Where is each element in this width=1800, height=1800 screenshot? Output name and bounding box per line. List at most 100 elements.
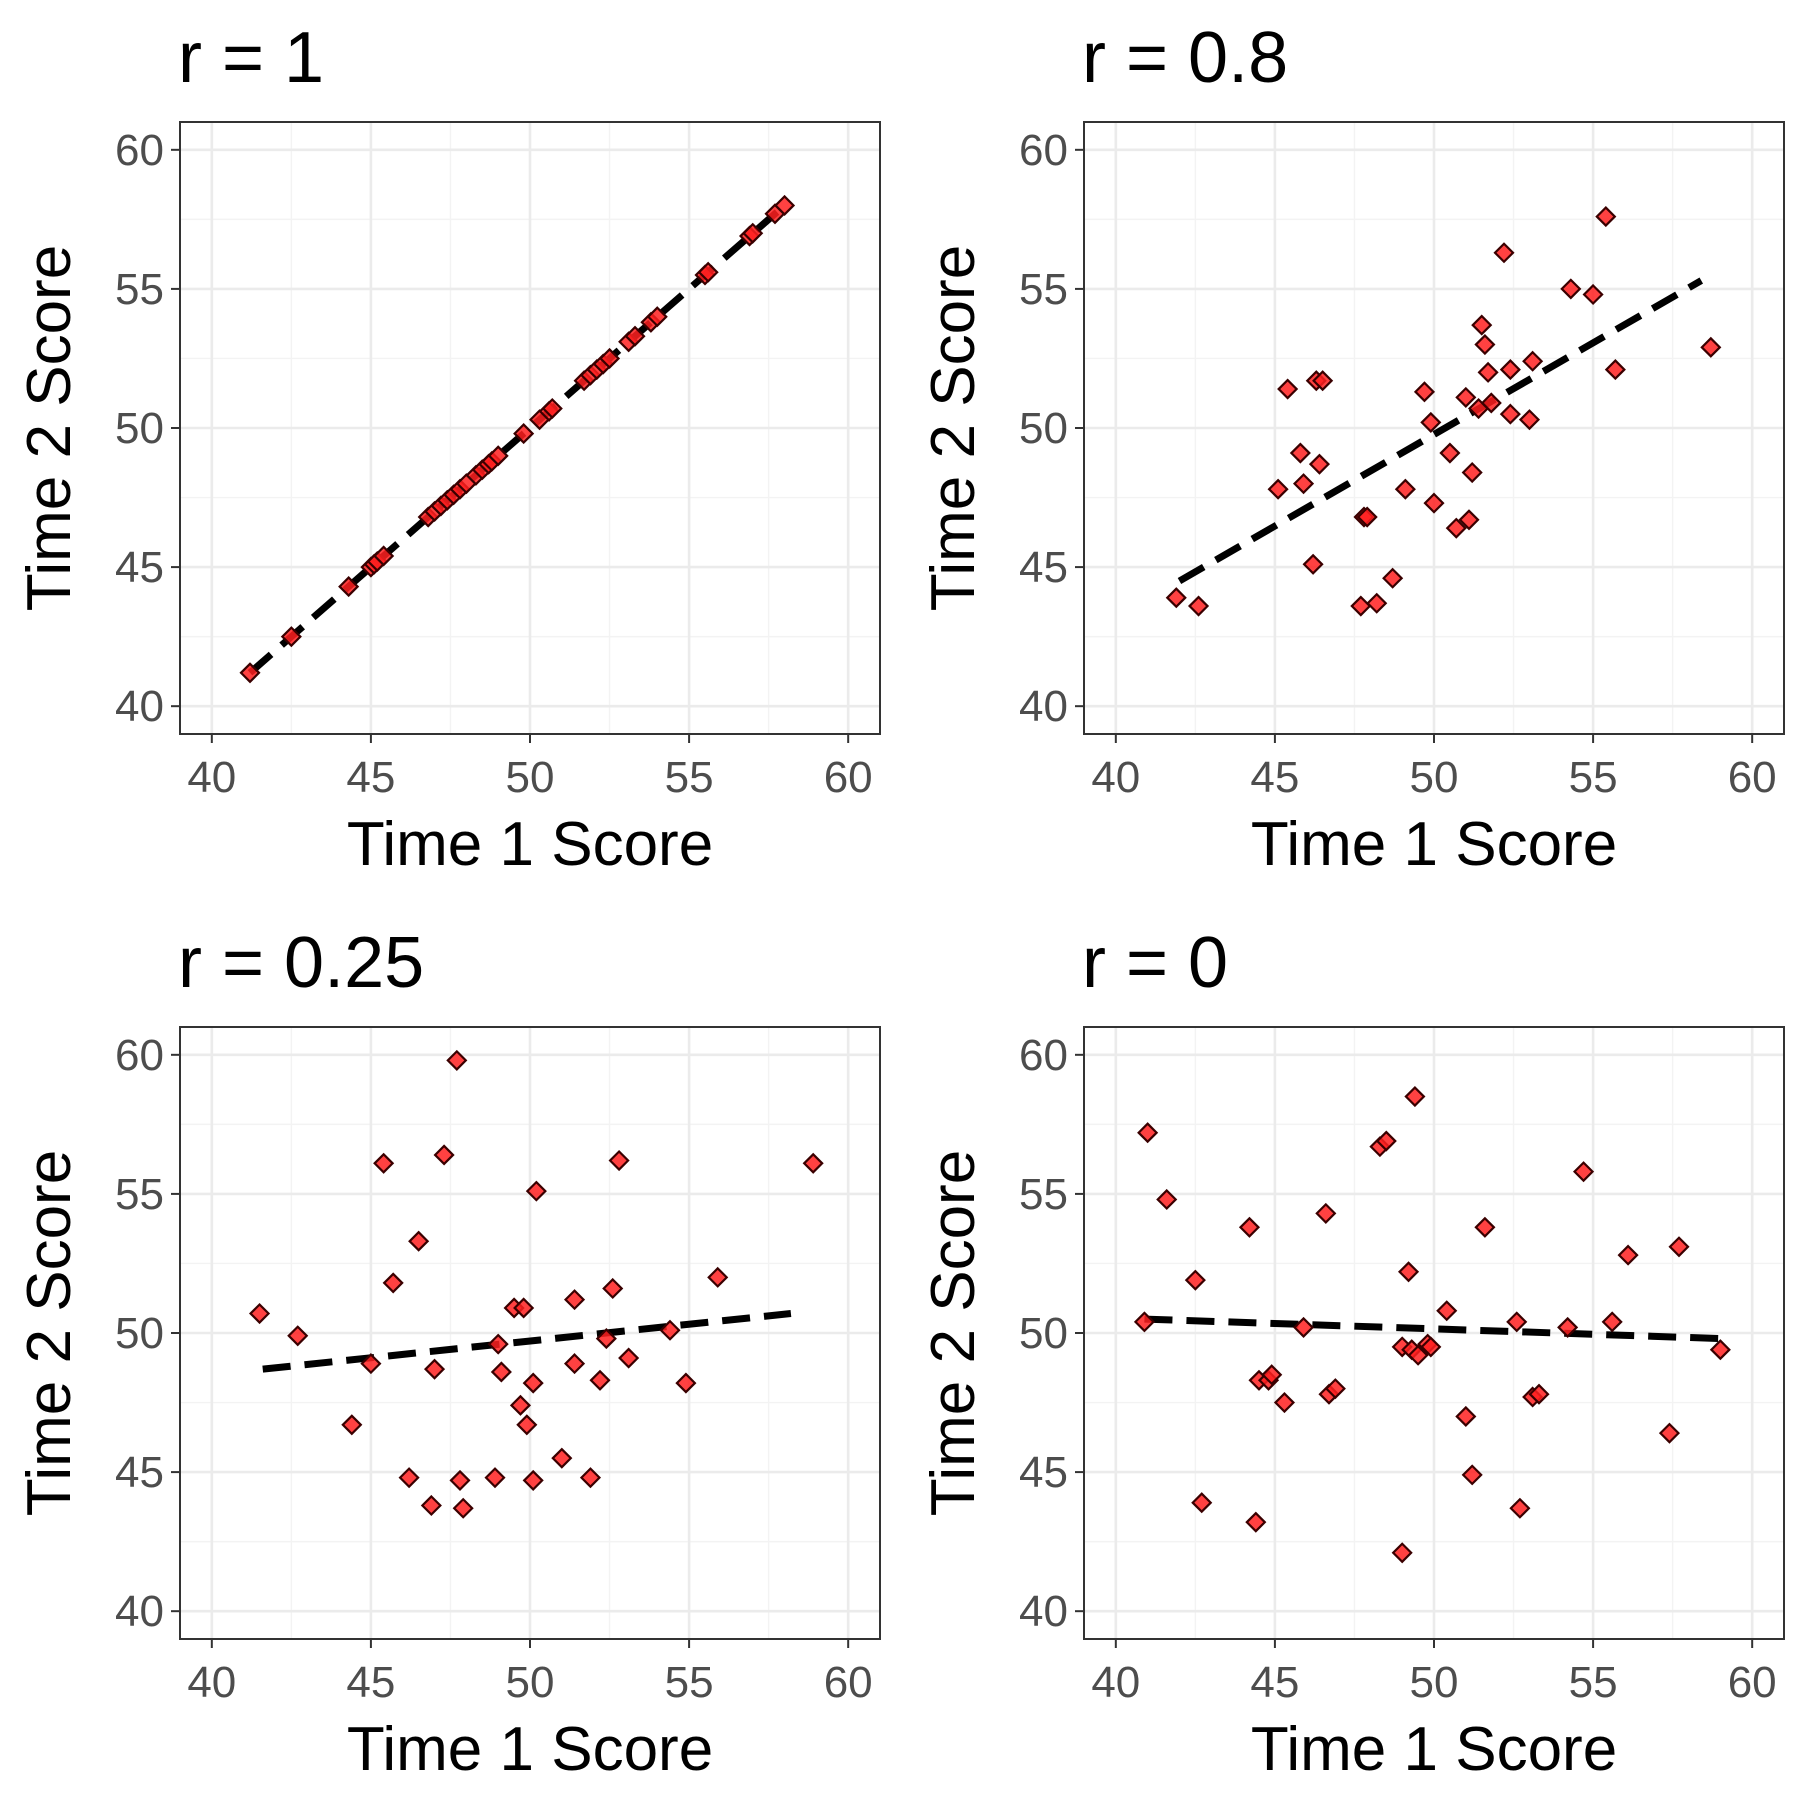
y-axis-title: Time 2 Score xyxy=(919,1150,988,1516)
data-point xyxy=(1184,1269,1206,1291)
data-point xyxy=(1302,553,1324,575)
data-point xyxy=(697,261,719,283)
data-point xyxy=(382,1272,404,1294)
data-point xyxy=(1455,1405,1477,1428)
data-point xyxy=(248,1302,271,1325)
data-point xyxy=(287,1325,309,1347)
x-tick-label: 60 xyxy=(1728,753,1777,802)
data-point xyxy=(373,1152,395,1174)
data-point xyxy=(1582,283,1604,306)
scatter-panel-r-1: 40 45 50 55 60 40 45 50 55 60 r = 1 Time 2 Score T… xyxy=(15,18,881,879)
scatter-panel-r-0-8: 40 45 50 55 60 40 45 50 55 60 r = 0.8 Time 2 Score… xyxy=(919,18,1785,879)
data-point xyxy=(1277,378,1299,400)
y-tick-label: 60 xyxy=(115,126,164,175)
panel-title: r = 0 xyxy=(1082,923,1228,1003)
data-point xyxy=(1601,1311,1623,1333)
major-grid xyxy=(1084,1027,1784,1639)
y-tick-label: 55 xyxy=(115,265,164,314)
data-points xyxy=(1133,1085,1731,1564)
data-point xyxy=(1518,409,1541,431)
data-points xyxy=(1165,206,1722,617)
axes: 40 45 50 55 60 40 45 50 55 60 xyxy=(115,126,873,802)
data-point xyxy=(487,445,509,467)
data-points xyxy=(239,194,796,684)
data-point xyxy=(1700,336,1722,358)
fit-line xyxy=(247,202,787,676)
data-point xyxy=(373,545,395,567)
y-tick-label: 50 xyxy=(1019,404,1068,453)
data-point xyxy=(1471,314,1493,336)
y-tick-label: 45 xyxy=(115,543,164,592)
data-point xyxy=(509,1394,532,1416)
data-point xyxy=(563,1289,586,1311)
data-point xyxy=(1315,1202,1337,1224)
y-tick-label: 60 xyxy=(1019,126,1068,175)
fit-line xyxy=(262,1310,792,1373)
x-tick-label: 40 xyxy=(1091,753,1140,802)
x-tick-label: 55 xyxy=(665,753,714,802)
y-tick-label: 45 xyxy=(115,1448,164,1497)
x-tick-label: 60 xyxy=(824,1658,873,1707)
x-tick-label: 40 xyxy=(187,753,236,802)
data-point xyxy=(1477,361,1499,383)
data-point xyxy=(1261,1364,1283,1386)
data-point xyxy=(433,1144,455,1166)
data-point xyxy=(1156,1188,1178,1211)
data-point xyxy=(522,1469,544,1491)
axes: 40 45 50 55 60 40 45 50 55 60 xyxy=(115,1031,873,1707)
data-point xyxy=(341,1414,363,1436)
y-tick-label: 40 xyxy=(1019,682,1068,731)
fit-line xyxy=(1177,277,1704,585)
data-point xyxy=(1165,587,1187,609)
data-point xyxy=(1455,386,1477,408)
y-tick-label: 50 xyxy=(1019,1309,1068,1358)
data-point xyxy=(490,1361,512,1383)
y-tick-label: 50 xyxy=(115,1309,164,1358)
x-tick-label: 50 xyxy=(1410,1658,1459,1707)
data-point xyxy=(239,662,261,684)
data-point xyxy=(513,423,535,445)
panel-title: r = 0.8 xyxy=(1082,18,1288,98)
y-tick-label: 40 xyxy=(1019,1587,1068,1636)
scatter-panel-r-0-25: 40 45 50 55 60 40 45 50 55 60 r = 0.25 Time 2 Scor… xyxy=(15,923,881,1784)
data-point xyxy=(1420,411,1442,433)
x-tick-label: 45 xyxy=(1250,1658,1299,1707)
data-point xyxy=(1499,403,1521,425)
data-point xyxy=(541,397,563,420)
data-point xyxy=(579,1467,602,1489)
data-point xyxy=(398,1467,420,1489)
data-point xyxy=(1458,509,1480,531)
fit-line xyxy=(1144,1315,1721,1343)
data-point xyxy=(452,1497,474,1519)
data-point xyxy=(1324,1378,1346,1400)
scatter-panel-r-0: 40 45 50 55 60 40 45 50 55 60 r = 0 Time 2 Score T… xyxy=(919,923,1785,1784)
data-point xyxy=(1308,453,1331,475)
data-point xyxy=(1273,1391,1296,1414)
data-point xyxy=(1404,1085,1426,1108)
data-point xyxy=(1356,506,1378,528)
data-point xyxy=(1420,1336,1442,1358)
data-point xyxy=(589,1369,611,1391)
data-point xyxy=(551,1447,573,1469)
data-point xyxy=(1292,473,1315,495)
data-point xyxy=(1267,478,1289,500)
data-point xyxy=(1137,1122,1159,1144)
data-point xyxy=(338,576,360,598)
data-point xyxy=(1292,1316,1315,1338)
data-point xyxy=(360,1353,382,1375)
data-point xyxy=(802,1152,824,1174)
data-point xyxy=(449,1469,471,1491)
data-point xyxy=(675,1372,697,1394)
y-axis-title: Time 2 Score xyxy=(15,245,84,611)
data-point xyxy=(598,347,621,370)
data-point xyxy=(1312,370,1334,392)
major-grid xyxy=(1084,122,1784,734)
data-point xyxy=(1522,350,1544,372)
data-point xyxy=(1474,333,1496,356)
data-point xyxy=(595,1328,617,1350)
data-point xyxy=(1394,478,1416,500)
data-point xyxy=(1445,517,1467,539)
data-point xyxy=(1528,1383,1550,1405)
panel-title: r = 0.25 xyxy=(178,923,424,1003)
